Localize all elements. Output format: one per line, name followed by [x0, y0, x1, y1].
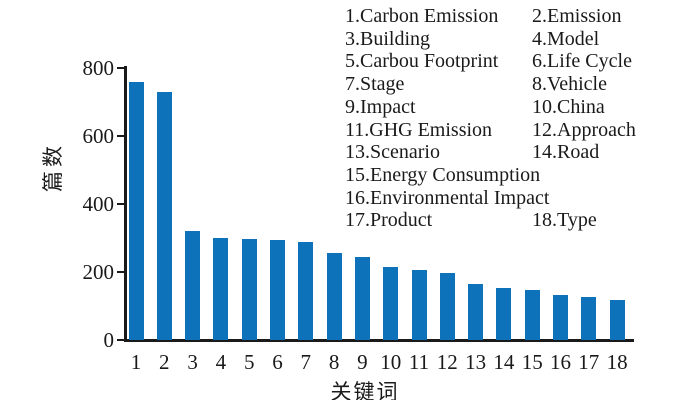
legend-row-6: 11.GHG Emission 12.Approach: [345, 119, 636, 142]
x-tick-label-11: 11: [408, 350, 430, 374]
x-tick-label-7: 7: [300, 350, 312, 374]
x-tick-label-18: 18: [606, 350, 628, 374]
y-tick-mark-400: [117, 203, 124, 205]
x-tick-label-14: 14: [493, 350, 515, 374]
x-tick-label-15: 15: [521, 350, 543, 374]
legend-item: 13.Scenario: [345, 141, 440, 164]
bar-9: [354, 257, 370, 340]
bar-2: [156, 91, 172, 340]
legend-row-2: 3.Building 4.Model: [345, 28, 636, 51]
legend-row-5: 9.Impact 10.China: [345, 96, 636, 119]
x-tick-label-6: 6: [272, 350, 283, 374]
legend-row-10: 17.Product 18.Type: [345, 209, 636, 232]
bar-18: [609, 299, 625, 340]
bar-16: [553, 294, 568, 340]
legend-item: 18.Type: [532, 209, 597, 232]
y-tick-mark-200: [117, 271, 124, 273]
bar-1: [128, 81, 144, 340]
legend-item: 10.China: [532, 95, 605, 118]
legend-item: 8.Vehicle: [532, 73, 607, 96]
y-tick-label-600: 600: [82, 124, 115, 148]
bar-12: [439, 272, 455, 340]
legend-item: 6.Life Cycle: [532, 50, 632, 73]
y-tick-mark-0: [117, 339, 124, 341]
bar-3: [185, 230, 201, 340]
x-axis-title: 关键词: [330, 380, 400, 400]
x-tick-label-3: 3: [187, 350, 198, 374]
legend-item: 14.Road: [532, 141, 600, 164]
y-tick-label-800: 800: [82, 56, 115, 80]
x-tick-label-16: 16: [550, 350, 571, 374]
x-tick-label-13: 13: [465, 350, 487, 374]
x-tick-label-1: 1: [130, 350, 142, 374]
legend-item: 12.Approach: [532, 118, 636, 141]
x-tick-label-12: 12: [436, 350, 458, 374]
bar-15: [524, 290, 540, 340]
x-tick-label-17: 17: [578, 350, 600, 374]
legend-item: 17.Product: [345, 209, 433, 232]
y-tick-label-0: 0: [103, 328, 115, 352]
legend-item: 5.Carbou Footprint: [345, 50, 499, 73]
legend-item: 4.Model: [532, 27, 600, 50]
bar-7: [298, 241, 314, 340]
y-tick-label-400: 400: [82, 192, 115, 216]
legend-item: 16.Environmental Impact: [345, 186, 550, 209]
x-tick-label-9: 9: [357, 350, 368, 374]
legend-item: 11.GHG Emission: [345, 118, 493, 141]
legend-row-4: 7.Stage 8.Vehicle: [345, 73, 636, 96]
legend-item: 9.Impact: [345, 95, 416, 118]
y-tick-label-200: 200: [82, 260, 115, 284]
x-tick-label-4: 4: [215, 350, 227, 374]
x-axis-line: [124, 339, 634, 342]
legend-item: 15.Energy Consumption: [345, 163, 541, 186]
y-axis-title: 篇数: [41, 142, 65, 192]
bar-14: [496, 287, 512, 340]
legend-item: 3.Building: [345, 27, 431, 50]
legend-item: 7.Stage: [345, 73, 405, 96]
legend-item: 1.Carbon Emission: [345, 5, 499, 27]
legend-row-8: 15.Energy Consumption: [345, 164, 636, 187]
bar-4: [213, 238, 229, 340]
legend-item: 2.Emission: [532, 5, 622, 27]
y-axis-line: [124, 66, 127, 342]
legend-row-3: 5.Carbou Footprint 6.Life Cycle: [345, 50, 636, 73]
x-tick-label-8: 8: [328, 350, 340, 374]
keyword-legend: 1.Carbon Emission 2.Emission 3.Building 4.M…: [345, 5, 636, 232]
bar-8: [326, 252, 342, 340]
x-tick-label-5: 5: [243, 350, 255, 374]
bar-6: [270, 239, 285, 340]
bar-11: [411, 269, 427, 340]
y-tick-mark-600: [117, 135, 124, 137]
legend-row-1: 1.Carbon Emission 2.Emission: [345, 5, 636, 28]
legend-row-9: 16.Environmental Impact: [345, 187, 636, 210]
legend-row-7: 13.Scenario 14.Road: [345, 141, 636, 164]
bar-5: [241, 238, 257, 340]
bar-13: [468, 283, 484, 340]
x-tick-label-2: 2: [159, 350, 170, 374]
y-tick-mark-800: [117, 67, 124, 69]
x-tick-label-10: 10: [380, 350, 402, 374]
bar-17: [581, 297, 597, 340]
bar-10: [383, 266, 399, 340]
